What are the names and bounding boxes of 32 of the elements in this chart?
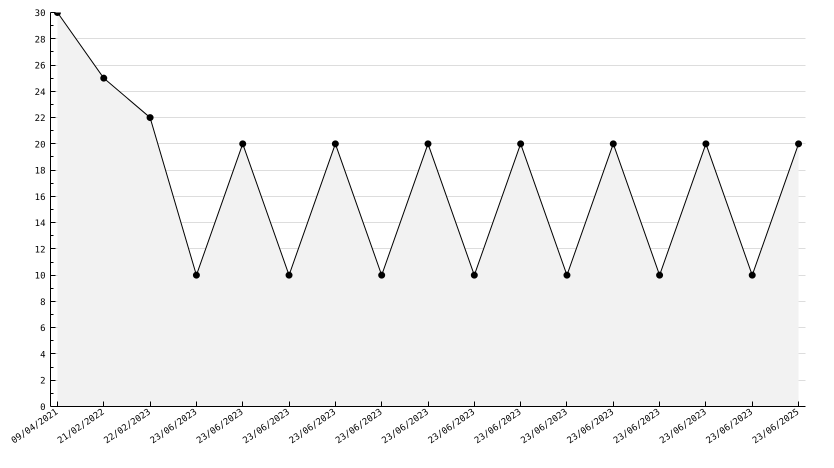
y-tick-label: 20: [34, 140, 46, 150]
point: [795, 140, 802, 148]
point: [610, 140, 617, 148]
y-tick-label: 6: [40, 324, 46, 334]
point: [748, 272, 756, 279]
point: [100, 74, 108, 82]
point: [470, 272, 478, 279]
y-tick-label: 26: [34, 62, 46, 72]
point: [424, 140, 432, 148]
y-tick-label: 10: [34, 272, 46, 282]
y-tick-label: 18: [34, 166, 46, 177]
point: [656, 272, 664, 279]
point: [378, 272, 386, 279]
y-tick-label: 0: [40, 403, 46, 413]
point: [332, 140, 339, 148]
point: [702, 140, 710, 148]
point: [146, 114, 154, 122]
y-tick-label: 22: [34, 114, 46, 124]
y-tick-label: 30: [34, 9, 46, 19]
point: [517, 140, 524, 148]
y-tick-label: 4: [40, 350, 46, 360]
y-tick-label: 14: [34, 219, 46, 230]
point: [563, 272, 570, 279]
y-tick-label: 16: [34, 192, 46, 203]
point: [192, 272, 200, 279]
y-tick-label: 12: [34, 245, 46, 256]
y-tick-label: 8: [40, 298, 46, 308]
point: [286, 272, 293, 279]
y-tick-label: 24: [34, 88, 46, 98]
y-tick-label: 2: [40, 376, 46, 387]
y-tick-label: 28: [34, 35, 46, 46]
point: [239, 140, 246, 148]
